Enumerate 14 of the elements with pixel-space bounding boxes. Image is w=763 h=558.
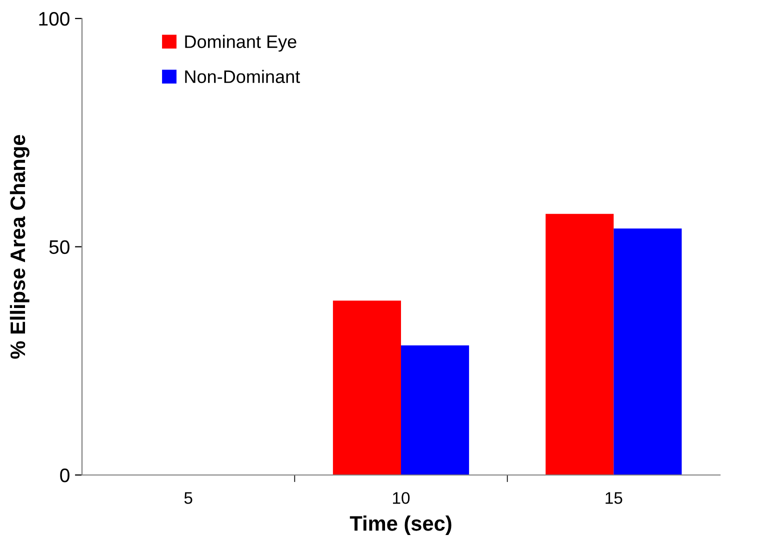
- y-tick-label: 0: [60, 468, 70, 482]
- x-tick-label: 15: [606, 492, 622, 504]
- x-tick-label: 10: [393, 492, 410, 504]
- y-tick-label: 50: [49, 240, 70, 254]
- bar: [546, 214, 614, 475]
- bar: [614, 228, 682, 475]
- x-tick-label: 5: [184, 492, 192, 504]
- legend-label: Dominant Eye: [185, 34, 296, 52]
- legend-label: Non-Dominant: [185, 70, 300, 84]
- bar: [401, 345, 470, 475]
- bar: [332, 300, 401, 475]
- y-tick-label: 100: [39, 12, 70, 26]
- x-axis-title: Time (sec): [350, 516, 452, 535]
- y-axis-title: % Ellipse Area Change: [10, 134, 30, 359]
